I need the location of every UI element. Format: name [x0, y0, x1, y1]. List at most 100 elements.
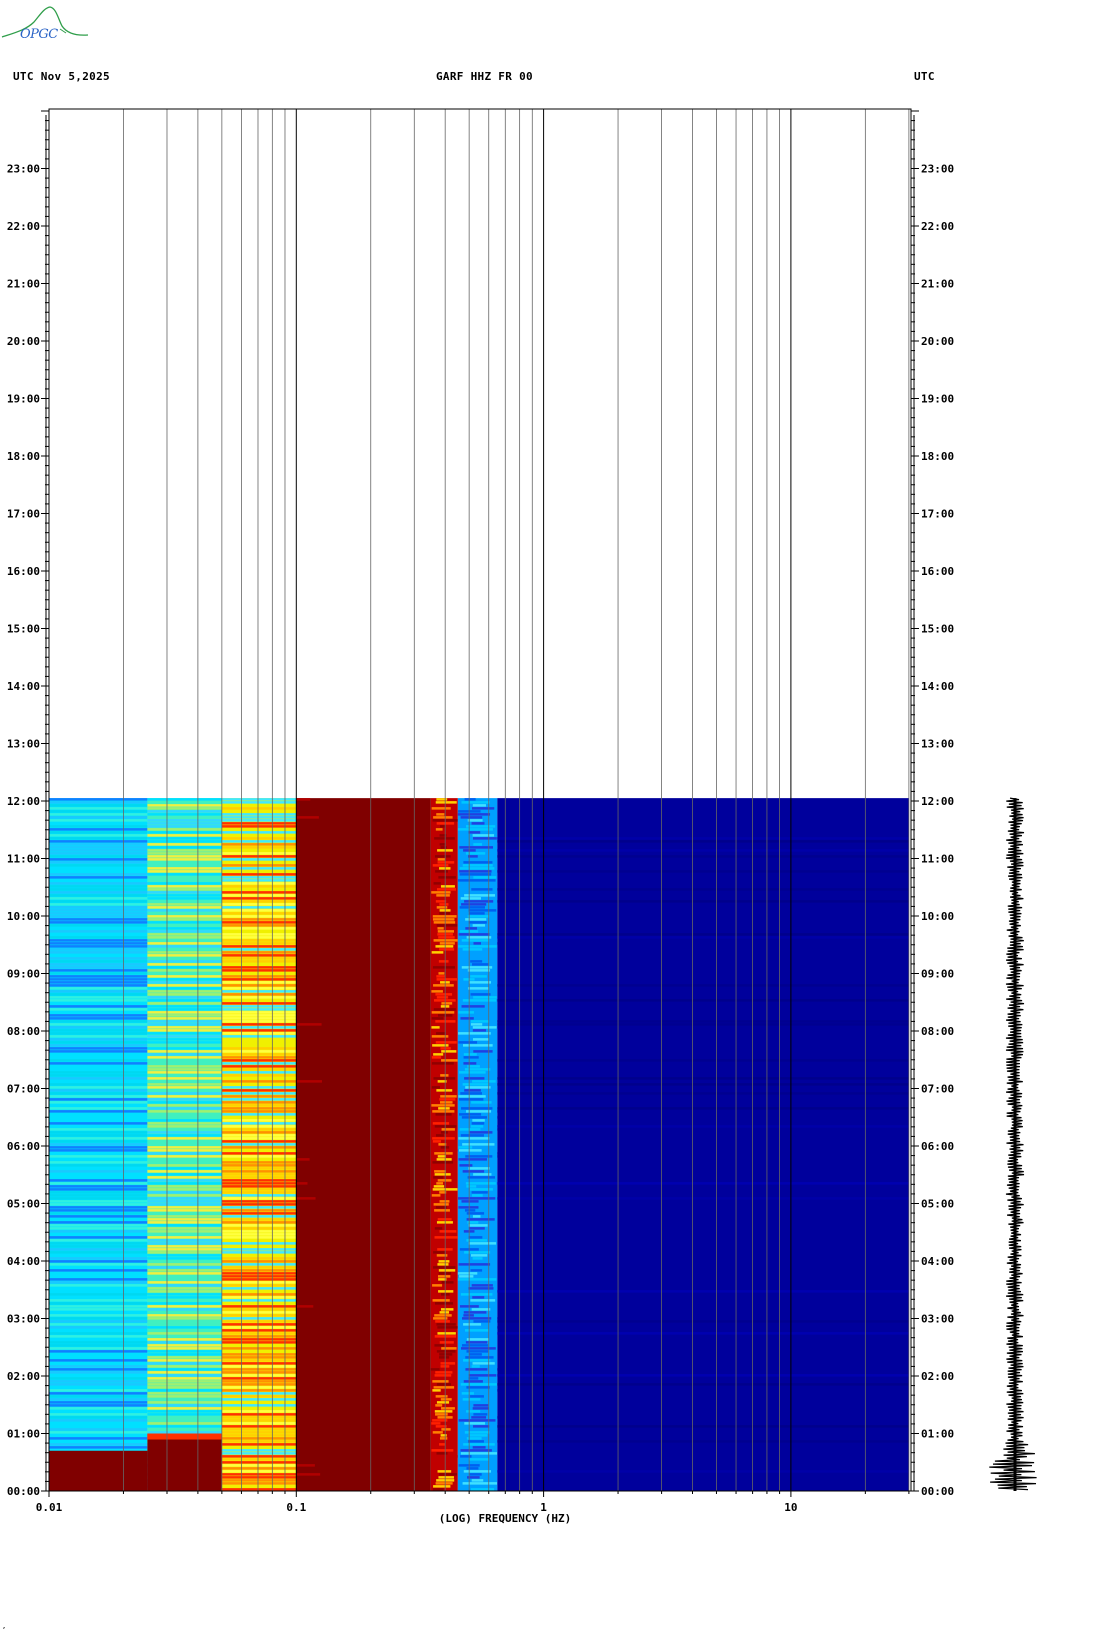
seismogram-trace — [989, 797, 1037, 1491]
spectral-row — [49, 1335, 148, 1338]
spectral-row — [437, 927, 444, 930]
spectral-row — [296, 831, 305, 834]
spectral-row — [497, 1077, 909, 1080]
spectral-row — [221, 1122, 297, 1125]
spectral-row — [466, 1410, 481, 1413]
spectral-row — [147, 1161, 222, 1164]
spectral-row — [469, 1227, 485, 1230]
spectral-row — [471, 888, 493, 891]
spectral-row — [147, 1305, 222, 1308]
spectral-row — [221, 957, 297, 960]
spectral-row — [147, 900, 222, 903]
spectral-row — [221, 996, 297, 999]
spectral-row — [221, 984, 297, 987]
spectral-row — [221, 927, 297, 930]
spectral-row — [147, 948, 222, 951]
spectral-row — [49, 1062, 148, 1065]
spectral-row — [221, 1197, 297, 1200]
spectral-row — [464, 1431, 490, 1434]
spectral-row — [437, 1080, 447, 1083]
spectral-band — [296, 798, 431, 1491]
spectral-row — [221, 1302, 297, 1305]
spectral-row — [466, 1233, 477, 1236]
spectral-row — [472, 837, 497, 840]
spectral-row — [49, 1380, 148, 1383]
spectral-row — [147, 1344, 222, 1347]
spectral-row — [49, 1269, 148, 1272]
spectral-row — [432, 1380, 449, 1383]
spectral-row — [221, 1386, 297, 1389]
spectral-row — [473, 1245, 484, 1248]
spectral-row — [147, 1197, 222, 1200]
spectral-row — [458, 1095, 486, 1098]
spectral-row — [497, 1020, 909, 1023]
spectral-row — [221, 1461, 297, 1464]
x-tick-label: 0.1 — [286, 1501, 306, 1514]
spectral-row — [49, 1098, 148, 1101]
spectral-row — [147, 1239, 222, 1242]
spectral-row — [49, 1338, 148, 1341]
spectral-row — [459, 873, 492, 876]
spectral-row — [460, 1134, 484, 1137]
spectral-row — [463, 1380, 483, 1383]
spectral-row — [221, 1155, 297, 1158]
spectral-row — [440, 1257, 457, 1260]
spectral-row — [49, 1212, 148, 1215]
spectral-row — [434, 1173, 451, 1176]
spectral-row — [221, 987, 297, 990]
spectral-row — [147, 954, 222, 957]
spectral-row — [147, 1413, 222, 1416]
spectral-row — [49, 1344, 148, 1347]
spectral-row — [436, 924, 458, 927]
spectral-row — [221, 804, 297, 807]
spectral-row — [221, 1167, 297, 1170]
spectral-row — [434, 837, 455, 840]
spectral-row — [432, 1419, 448, 1422]
spectral-row — [221, 876, 297, 879]
spectral-row — [459, 1071, 486, 1074]
spectral-row — [437, 1179, 452, 1182]
spectral-row — [49, 1128, 148, 1131]
spectral-row — [147, 912, 222, 915]
spectral-row — [468, 1374, 497, 1377]
spectral-row — [435, 852, 449, 855]
spectral-row — [433, 1053, 444, 1056]
spectral-row — [147, 981, 222, 984]
spectral-row — [147, 909, 222, 912]
spectral-row — [458, 1206, 479, 1209]
spectral-row — [49, 1278, 148, 1281]
spectral-row — [458, 882, 493, 885]
spectral-row — [473, 1425, 490, 1428]
spectral-row — [49, 1386, 148, 1389]
y-tick-label-right: 09:00 — [921, 968, 954, 981]
spectral-row — [49, 906, 148, 909]
spectral-row — [459, 870, 492, 873]
spectral-row — [49, 1176, 148, 1179]
spectral-row — [470, 1254, 488, 1257]
spectral-row — [440, 1047, 451, 1050]
spectral-row — [147, 1008, 222, 1011]
spectral-row — [470, 1299, 496, 1302]
spectral-row — [49, 1377, 148, 1380]
spectral-row — [431, 1194, 441, 1197]
spectral-row — [439, 1311, 450, 1314]
spectral-row — [49, 1206, 148, 1209]
spectral-row — [49, 843, 148, 846]
spectral-row — [49, 1383, 148, 1386]
spectral-row — [221, 1065, 297, 1068]
spectral-row — [296, 1467, 306, 1470]
spectral-row — [467, 1176, 496, 1179]
spectral-row — [147, 951, 222, 954]
spectral-row — [431, 810, 456, 813]
spectral-row — [147, 1092, 222, 1095]
spectral-row — [436, 1452, 448, 1455]
spectral-row — [473, 1050, 493, 1053]
spectral-row — [147, 1086, 222, 1089]
spectral-row — [49, 1332, 148, 1335]
spectral-row — [439, 1437, 448, 1440]
spectral-row — [147, 1341, 222, 1344]
spectral-row — [296, 1194, 316, 1197]
spectral-row — [147, 918, 222, 921]
spectral-row — [460, 816, 483, 819]
spectral-row — [438, 1143, 447, 1146]
